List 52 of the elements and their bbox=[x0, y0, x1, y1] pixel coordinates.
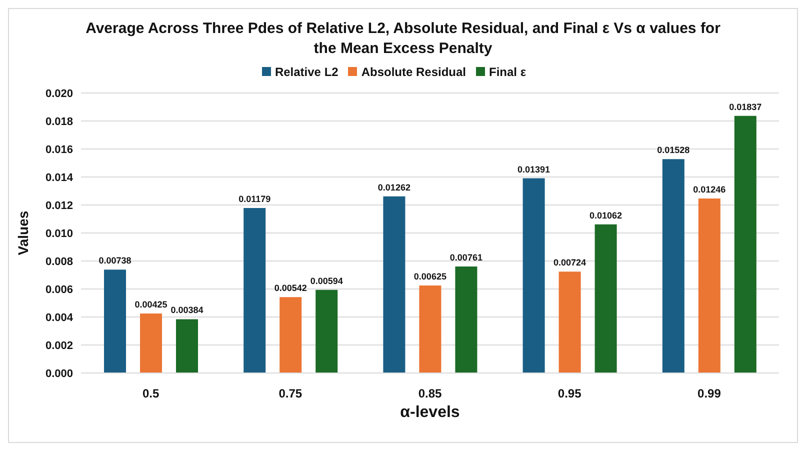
bar bbox=[558, 272, 581, 373]
y-tick-label: 0.008 bbox=[45, 256, 73, 268]
x-tick-label: 0.85 bbox=[418, 386, 442, 401]
bar bbox=[698, 198, 720, 373]
x-tick-label: 0.5 bbox=[142, 386, 160, 401]
y-tick-label: 0.012 bbox=[45, 200, 73, 212]
bar bbox=[419, 286, 442, 373]
y-tick-label: 0.014 bbox=[45, 172, 74, 184]
data-label: 0.00384 bbox=[170, 305, 204, 316]
data-label: 0.01528 bbox=[657, 145, 690, 156]
legend-label: Absolute Residual bbox=[361, 65, 466, 79]
y-axis-title: Values bbox=[14, 210, 31, 256]
data-label: 0.00738 bbox=[98, 256, 132, 266]
x-tick-label: 0.95 bbox=[558, 386, 582, 401]
bar bbox=[104, 270, 126, 373]
y-tick-label: 0.020 bbox=[45, 88, 73, 100]
bar bbox=[280, 297, 302, 373]
data-label: 0.01837 bbox=[729, 102, 762, 112]
y-tick-label: 0.004 bbox=[45, 312, 74, 324]
bar bbox=[140, 314, 162, 373]
data-label: 0.00625 bbox=[414, 272, 446, 282]
bar bbox=[662, 159, 684, 373]
data-label: 0.01246 bbox=[693, 184, 726, 195]
data-label: 0.01262 bbox=[378, 182, 410, 192]
y-tick-label: 0.002 bbox=[45, 340, 73, 352]
bar bbox=[734, 116, 756, 373]
bar bbox=[244, 208, 266, 373]
bar bbox=[383, 196, 406, 373]
x-axis-title: α-levels bbox=[400, 404, 460, 421]
bar bbox=[316, 290, 338, 373]
data-label: 0.00425 bbox=[134, 300, 168, 310]
data-label: 0.01391 bbox=[518, 164, 550, 174]
data-label: 0.00594 bbox=[310, 276, 343, 286]
bar bbox=[176, 319, 198, 373]
data-label: 0.00542 bbox=[274, 283, 307, 294]
legend-label: Relative L2 bbox=[274, 65, 338, 79]
data-label: 0.00724 bbox=[554, 258, 586, 268]
bar bbox=[455, 266, 478, 373]
x-tick-label: 0.99 bbox=[698, 386, 722, 401]
chart-title: Average Across Three Pdes of Relative L2, Absolute Residual, and Final ε Vs α values for the Mean Excess Penalty bbox=[84, 19, 722, 59]
bar bbox=[522, 178, 545, 373]
y-tick-label: 0.010 bbox=[45, 228, 73, 240]
data-label: 0.01179 bbox=[238, 194, 271, 204]
legend-label: Final ε bbox=[489, 65, 526, 79]
y-tick-label: 0.006 bbox=[45, 284, 73, 296]
y-tick-label: 0.018 bbox=[45, 116, 73, 128]
y-tick-label: 0.000 bbox=[45, 368, 73, 380]
data-label: 0.01062 bbox=[590, 210, 622, 220]
y-tick-label: 0.016 bbox=[45, 144, 73, 156]
data-label: 0.00761 bbox=[450, 252, 482, 262]
bar bbox=[594, 224, 617, 373]
x-tick-label: 0.75 bbox=[278, 386, 302, 401]
